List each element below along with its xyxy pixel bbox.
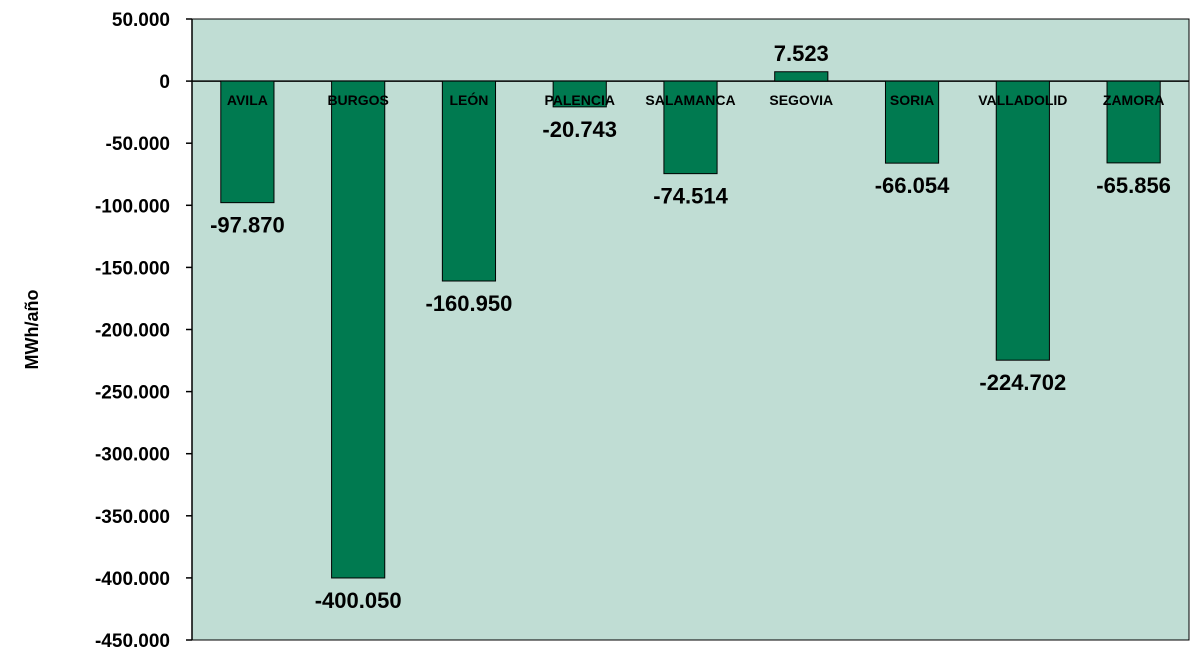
data-label: -74.514	[653, 184, 728, 209]
data-label: -224.702	[979, 370, 1066, 395]
category-label: SALAMANCA	[645, 92, 735, 108]
bars	[220, 71, 1161, 579]
data-label: -66.054	[875, 173, 950, 198]
y-tick-label: -350.000	[95, 507, 170, 528]
category-label: PALENCIA	[544, 92, 615, 108]
y-tick-label: -250.000	[95, 383, 170, 404]
data-labels: -97.870 -400.050 -160.950 -20.743 -74.514 7.5…	[210, 41, 1171, 613]
data-label: 7.523	[774, 41, 829, 66]
y-tick-label: -200.000	[95, 321, 170, 342]
category-label: ZAMORA	[1103, 92, 1164, 108]
data-label: -400.050	[315, 588, 402, 613]
bar-león	[441, 80, 497, 282]
category-label: SORIA	[890, 92, 934, 108]
data-label: -160.950	[426, 291, 513, 316]
y-tick-label: -100.000	[95, 196, 170, 217]
data-label: -20.743	[542, 117, 617, 142]
bar-salamanca	[663, 80, 718, 175]
category-label: AVILA	[227, 92, 268, 108]
data-label: -97.870	[210, 213, 285, 238]
category-label: LEÓN	[449, 91, 488, 108]
category-labels: AVILA BURGOS LEÓN PALENCIA SALAMANCA SEGOVIA S…	[227, 91, 1164, 108]
y-axis-label: MWh/año	[22, 290, 42, 370]
y-tick-label: -300.000	[95, 445, 170, 466]
bar-zamora	[1106, 80, 1161, 164]
bar-avila	[220, 80, 275, 204]
category-label: SEGOVIA	[769, 92, 833, 108]
y-tick-label: 50.000	[112, 10, 170, 31]
bar-valladolid	[995, 80, 1050, 361]
data-label: -65.856	[1096, 173, 1171, 198]
y-tick-label: -450.000	[95, 631, 170, 649]
bar-segovia	[774, 71, 829, 82]
y-tick-label: -150.000	[95, 258, 170, 279]
y-tick-label: -400.000	[95, 569, 170, 590]
bar-burgos	[331, 80, 386, 579]
bar-palencia	[552, 80, 607, 108]
category-label: BURGOS	[327, 92, 388, 108]
category-label: VALLADOLID	[978, 92, 1067, 108]
bar-soria	[884, 80, 940, 164]
y-tick-label: -50.000	[106, 134, 170, 155]
y-tick-label: 0	[159, 72, 170, 93]
